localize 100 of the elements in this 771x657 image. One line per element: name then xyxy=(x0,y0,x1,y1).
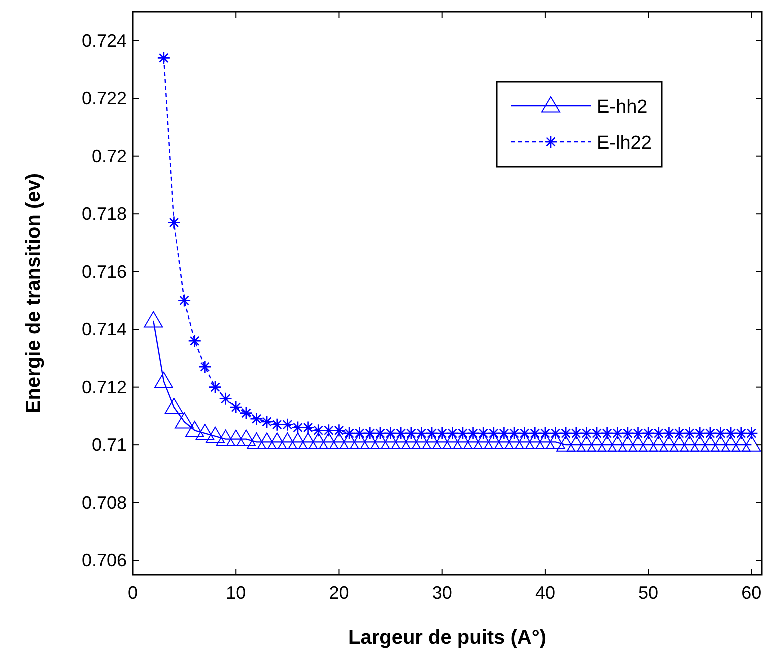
point xyxy=(649,436,668,452)
y-tick-label: 0.72 xyxy=(92,146,127,166)
x-tick-label: 60 xyxy=(742,583,762,603)
point xyxy=(742,436,762,452)
point xyxy=(518,426,532,440)
point xyxy=(642,426,656,440)
point xyxy=(394,426,408,440)
point xyxy=(404,426,418,440)
y-tick-label: 0.712 xyxy=(82,377,127,398)
point xyxy=(226,430,246,446)
point xyxy=(476,426,490,440)
point xyxy=(196,424,215,440)
point xyxy=(178,294,192,308)
point xyxy=(621,426,635,440)
y-tick-label: 0.708 xyxy=(82,492,127,513)
point xyxy=(188,334,202,348)
point xyxy=(302,421,315,434)
point xyxy=(700,436,720,452)
point xyxy=(570,426,584,440)
point xyxy=(487,426,501,440)
point xyxy=(384,426,398,440)
point xyxy=(683,426,696,440)
point xyxy=(714,426,728,440)
point xyxy=(206,426,225,444)
x-axis-title: Largeur de puits (A°) xyxy=(348,627,547,649)
point xyxy=(652,426,666,440)
point xyxy=(312,424,326,438)
point xyxy=(732,436,751,452)
y-tick-label: 0.724 xyxy=(82,30,127,51)
point xyxy=(208,380,222,394)
point xyxy=(559,426,573,440)
point xyxy=(600,426,614,440)
y-tick-label: 0.718 xyxy=(82,204,127,224)
point xyxy=(556,436,576,452)
point xyxy=(374,426,388,440)
point xyxy=(247,432,266,449)
y-tick-label: 0.714 xyxy=(82,320,127,340)
legend-label: E-hh2 xyxy=(597,97,648,118)
point xyxy=(219,392,232,406)
point xyxy=(456,426,470,440)
point xyxy=(639,436,658,452)
legend-label: E-lh22 xyxy=(597,133,652,154)
point xyxy=(364,426,377,440)
point xyxy=(608,436,628,452)
point xyxy=(690,436,710,452)
point xyxy=(291,421,305,434)
point xyxy=(309,432,328,449)
x-tick-label: 30 xyxy=(432,583,452,603)
point xyxy=(436,426,449,440)
point xyxy=(508,426,522,440)
point xyxy=(618,436,638,452)
point xyxy=(198,360,212,374)
point xyxy=(577,436,596,452)
point xyxy=(566,436,586,452)
point xyxy=(670,436,690,452)
point xyxy=(734,426,748,440)
x-tick-label: 50 xyxy=(638,583,659,603)
point xyxy=(330,432,349,449)
point xyxy=(168,216,181,230)
point xyxy=(425,426,439,440)
point xyxy=(278,432,298,449)
point xyxy=(680,436,700,452)
point xyxy=(164,398,184,414)
y-tick-label: 0.722 xyxy=(82,88,127,109)
point xyxy=(704,426,718,440)
point xyxy=(711,436,730,452)
point xyxy=(258,432,277,449)
point xyxy=(745,426,758,440)
point xyxy=(342,426,356,440)
point xyxy=(446,426,460,440)
point xyxy=(724,426,738,440)
y-tick-label: 0.716 xyxy=(82,262,127,282)
x-tick-label: 40 xyxy=(535,583,556,603)
point xyxy=(236,430,256,446)
point xyxy=(353,426,366,440)
point xyxy=(538,426,552,440)
point xyxy=(175,412,194,429)
point xyxy=(549,426,562,440)
point xyxy=(216,430,236,446)
point xyxy=(229,400,243,414)
point xyxy=(588,436,607,452)
point xyxy=(322,424,336,438)
point xyxy=(610,426,624,440)
point xyxy=(298,432,318,449)
point xyxy=(415,426,428,440)
point xyxy=(260,415,274,429)
point xyxy=(693,426,707,440)
point xyxy=(281,418,294,432)
y-tick-label: 0.71 xyxy=(92,435,127,456)
x-tick-label: 20 xyxy=(329,583,350,603)
point xyxy=(528,426,542,440)
point xyxy=(185,421,204,438)
point xyxy=(662,426,676,440)
point xyxy=(498,426,511,440)
x-tick-label: 0 xyxy=(128,583,138,603)
point xyxy=(466,426,480,440)
point xyxy=(672,426,686,440)
point xyxy=(144,311,164,328)
point xyxy=(580,426,594,440)
point xyxy=(270,418,284,432)
